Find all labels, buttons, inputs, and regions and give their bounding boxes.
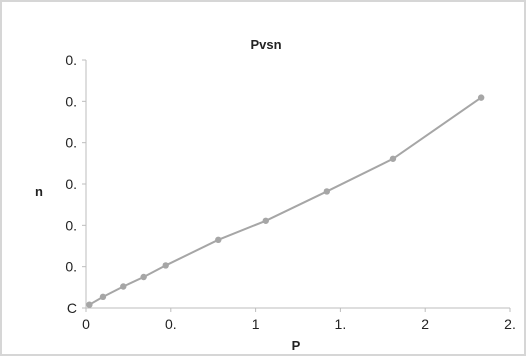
series-line <box>88 96 482 306</box>
y-tick-label: C <box>67 300 77 316</box>
data-point <box>99 293 107 301</box>
data-point <box>323 188 331 195</box>
x-tick-label: 1. <box>335 316 347 332</box>
x-tick-label: 0 <box>82 316 90 332</box>
y-tick-label: 0. <box>65 176 77 192</box>
x-tick-label: 2. <box>504 316 516 332</box>
y-tick-label: 0. <box>65 135 77 151</box>
data-point <box>389 155 397 162</box>
data-point <box>86 301 93 308</box>
data-point <box>140 273 147 281</box>
data-point <box>262 217 269 224</box>
series <box>86 94 485 308</box>
y-tick-label: 0. <box>65 52 77 68</box>
y-tick-label: 0. <box>65 93 77 109</box>
x-tick-label: 2 <box>421 316 429 332</box>
x-axis-title: P <box>292 338 301 353</box>
x-tick-label: 0. <box>165 316 177 332</box>
x-tick-label: 1 <box>252 316 260 332</box>
chart-title: Pvsn <box>250 37 281 52</box>
y-axis-title: n <box>35 184 43 199</box>
data-point <box>215 236 222 243</box>
data-point <box>120 283 127 290</box>
x-ticks: 0 0. 1 1. 2 2. <box>82 308 516 332</box>
y-tick-label: 0. <box>65 259 77 275</box>
y-tick-label: 0. <box>65 217 77 233</box>
axes <box>85 60 510 309</box>
y-ticks: C 0. 0. 0. 0. 0. 0. <box>65 52 86 316</box>
data-point <box>477 94 485 101</box>
data-point <box>162 262 169 269</box>
